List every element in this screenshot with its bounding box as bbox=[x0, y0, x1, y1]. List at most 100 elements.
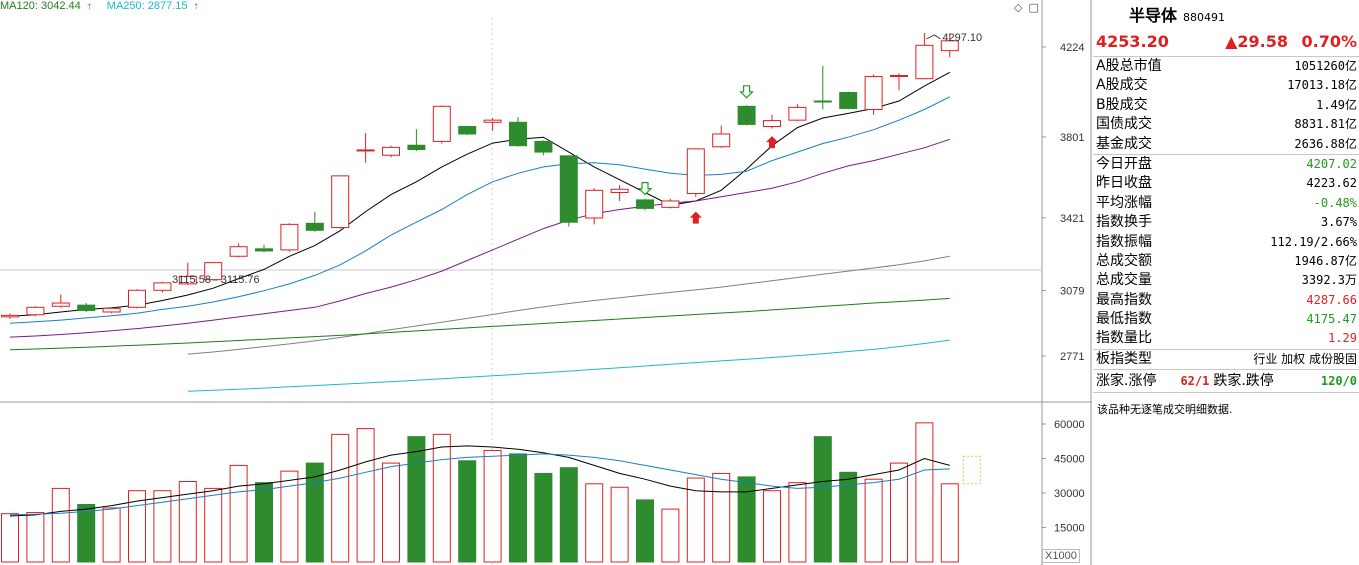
candle[interactable] bbox=[610, 185, 629, 201]
candle[interactable] bbox=[305, 211, 324, 232]
stat-label: 平均涨幅 bbox=[1096, 194, 1152, 211]
candle[interactable] bbox=[102, 307, 121, 314]
volume-bar[interactable] bbox=[890, 462, 908, 563]
candle[interactable] bbox=[178, 262, 197, 285]
volume-bar[interactable] bbox=[102, 507, 121, 563]
ma60-line bbox=[187, 255, 950, 355]
candle-body bbox=[356, 149, 375, 152]
candle[interactable] bbox=[940, 33, 959, 58]
candle[interactable] bbox=[153, 281, 172, 293]
candle[interactable] bbox=[382, 145, 400, 158]
volume-bar[interactable] bbox=[813, 436, 832, 563]
volume-bar[interactable] bbox=[559, 467, 578, 563]
volume-bar[interactable] bbox=[940, 483, 959, 563]
candle[interactable] bbox=[356, 132, 375, 163]
candle[interactable] bbox=[686, 148, 705, 197]
candle[interactable] bbox=[712, 125, 731, 148]
candle[interactable] bbox=[585, 188, 604, 225]
volume-bar[interactable] bbox=[356, 428, 375, 563]
vol-ma5-line bbox=[9, 445, 950, 517]
volume-bar[interactable] bbox=[331, 433, 350, 563]
candle[interactable] bbox=[534, 140, 553, 156]
candle-body bbox=[839, 92, 858, 109]
volume-bar[interactable] bbox=[458, 460, 477, 563]
stat-value: 1051260亿 bbox=[1294, 59, 1357, 73]
candle-body bbox=[712, 133, 731, 148]
square-icon[interactable]: □ bbox=[1028, 1, 1039, 14]
candle[interactable] bbox=[636, 198, 654, 211]
volume-bar[interactable] bbox=[915, 422, 934, 563]
candle[interactable] bbox=[864, 74, 883, 115]
index-type-value[interactable]: 行业 加权 成份股固 bbox=[1253, 351, 1357, 366]
candle[interactable] bbox=[77, 303, 96, 312]
stat-row: 基金成交 2636.88亿 bbox=[1093, 135, 1359, 154]
volume-bar[interactable] bbox=[737, 476, 756, 563]
volume-bar[interactable] bbox=[864, 478, 883, 563]
kline-chart[interactable]: 4224 3801 3421 3079 2771 60000 45000 30000 15000… bbox=[0, 0, 1092, 565]
volume-bar[interactable] bbox=[763, 490, 781, 563]
candle[interactable] bbox=[788, 104, 807, 122]
volume-bar[interactable] bbox=[839, 471, 858, 563]
candle[interactable] bbox=[1, 313, 19, 319]
candle-body bbox=[890, 74, 908, 77]
candle[interactable] bbox=[229, 243, 248, 258]
range-label: 3115.58 - 3115.76 bbox=[172, 274, 260, 286]
stat-label: 昨日收盘 bbox=[1096, 175, 1152, 192]
volume-bar[interactable] bbox=[77, 504, 96, 563]
volume-bar[interactable] bbox=[585, 483, 604, 563]
candle[interactable] bbox=[559, 155, 578, 227]
candle[interactable] bbox=[280, 223, 299, 252]
candle[interactable] bbox=[331, 175, 350, 229]
volume-bar[interactable] bbox=[610, 486, 629, 563]
candle[interactable] bbox=[737, 105, 756, 126]
candle[interactable] bbox=[813, 65, 832, 110]
volume-bar[interactable] bbox=[51, 487, 70, 563]
candle[interactable] bbox=[915, 32, 934, 80]
volume-bar[interactable] bbox=[636, 499, 654, 563]
diamond-icon[interactable]: ◇ bbox=[1014, 1, 1023, 14]
volume-bar[interactable] bbox=[178, 481, 197, 563]
stat-row: A股成交 17013.18亿 bbox=[1093, 76, 1359, 95]
volume-bar[interactable] bbox=[432, 433, 451, 563]
price-change-pct: 0.70% bbox=[1301, 31, 1357, 51]
candle[interactable] bbox=[839, 91, 858, 110]
stat-value: 4207.02 bbox=[1306, 156, 1357, 171]
candle[interactable] bbox=[26, 306, 45, 317]
candle[interactable] bbox=[763, 114, 781, 129]
candle[interactable] bbox=[255, 244, 273, 253]
volume-bar[interactable] bbox=[1, 513, 19, 563]
stat-row: 指数量比 1.29 bbox=[1093, 329, 1359, 348]
volume-bar[interactable] bbox=[712, 472, 731, 563]
kline-chart-area[interactable]: 4224 3801 3421 3079 2771 60000 45000 30000 15000… bbox=[0, 0, 1092, 565]
volume-bar[interactable] bbox=[255, 482, 273, 563]
panel-title: 半导体 880491 bbox=[1093, 0, 1359, 26]
volume-bar[interactable] bbox=[788, 482, 807, 563]
volume-bar[interactable] bbox=[26, 512, 45, 563]
candle[interactable] bbox=[51, 294, 70, 308]
candle[interactable] bbox=[204, 262, 223, 281]
volume-bar[interactable] bbox=[407, 436, 426, 563]
stat-value: 1.49亿 bbox=[1316, 97, 1357, 112]
candle[interactable] bbox=[407, 129, 426, 151]
volume-bar[interactable] bbox=[382, 462, 400, 563]
volume-bar[interactable] bbox=[661, 508, 680, 563]
volume-bar[interactable] bbox=[128, 490, 146, 563]
candle[interactable] bbox=[661, 198, 680, 209]
candle[interactable] bbox=[458, 125, 477, 136]
candle[interactable] bbox=[509, 116, 527, 147]
volume-bar[interactable] bbox=[204, 487, 223, 563]
volume-bar[interactable] bbox=[280, 470, 299, 563]
volume-bar[interactable] bbox=[305, 462, 324, 563]
candle[interactable] bbox=[483, 118, 502, 131]
volume-bar[interactable] bbox=[509, 453, 527, 563]
price-tick-label: 2771 bbox=[1060, 351, 1084, 363]
candle[interactable] bbox=[128, 289, 146, 309]
volume-bar[interactable] bbox=[483, 449, 502, 563]
candle-body bbox=[280, 223, 299, 251]
candle[interactable] bbox=[432, 105, 451, 144]
volume-bar[interactable] bbox=[229, 464, 248, 563]
volume-bar[interactable] bbox=[153, 490, 172, 563]
volume-bar[interactable] bbox=[686, 477, 705, 563]
candle[interactable] bbox=[890, 73, 908, 91]
volume-bar[interactable] bbox=[534, 472, 553, 563]
